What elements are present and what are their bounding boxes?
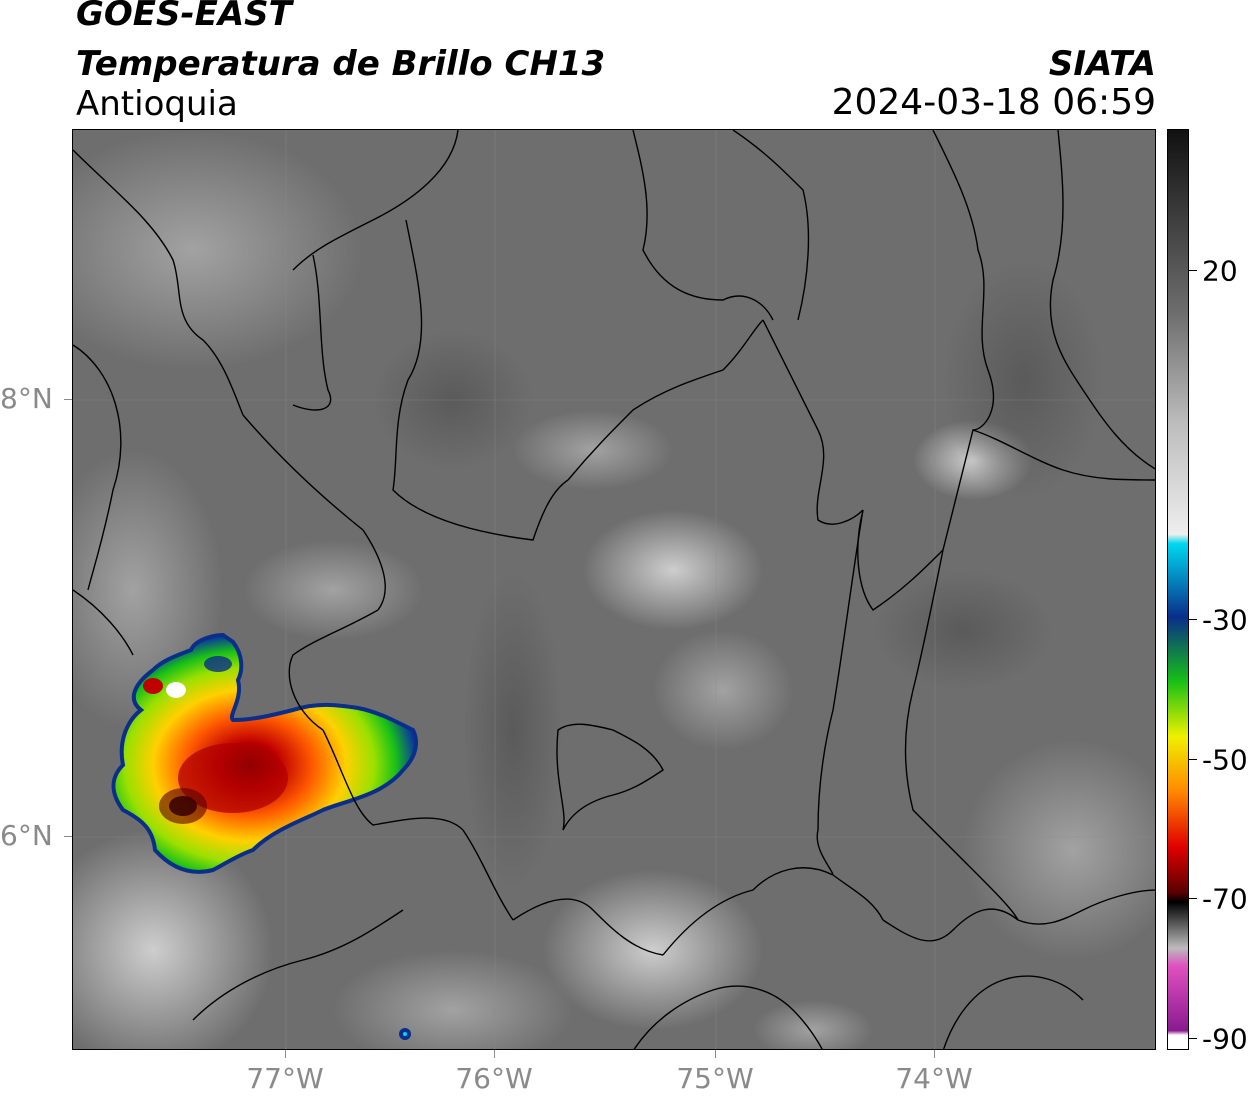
colorbar-label-minus90: -90: [1202, 1022, 1248, 1056]
lon-tick-75w: [715, 1050, 716, 1058]
lon-label-77w: 77°W: [246, 1062, 324, 1095]
lat-label-8n: 8°N: [0, 382, 53, 415]
lon-label-76w: 76°W: [455, 1062, 533, 1095]
lat-label-6n: 6°N: [0, 819, 53, 852]
cloud-texture: [73, 130, 1155, 1049]
boundaries: [73, 130, 1155, 1049]
timestamp-label: 2024-03-18 06:59: [831, 82, 1156, 123]
colorbar-tick-minus70: [1189, 898, 1197, 899]
colorbar-label-minus50: -50: [1202, 743, 1248, 777]
lat-tick-8n: [64, 399, 72, 400]
agency-label: SIATA: [1048, 44, 1156, 84]
lon-label-75w: 75°W: [676, 1062, 754, 1095]
lon-tick-76w: [494, 1050, 495, 1058]
satellite-map: [72, 129, 1156, 1050]
product-title: Temperatura de Brillo CH13: [76, 44, 606, 84]
colorbar-tick-minus90: [1189, 1038, 1197, 1039]
lat-tick-6n: [64, 836, 72, 837]
colorbar-tick-minus50: [1189, 759, 1197, 760]
colorbar-label-minus30: -30: [1202, 603, 1248, 637]
colorbar-tick-minus30: [1189, 619, 1197, 620]
region-title: Antioquia: [76, 84, 238, 124]
colorbar-label-minus70: -70: [1202, 882, 1248, 916]
temperature-colorbar: [1167, 129, 1189, 1050]
lon-label-74w: 74°W: [895, 1062, 973, 1095]
lon-tick-74w: [934, 1050, 935, 1058]
colorbar-tick-20: [1189, 270, 1197, 271]
satellite-title: GOES-EAST: [76, 0, 292, 34]
colorbar-label-20: 20: [1202, 254, 1238, 288]
lon-tick-77w: [285, 1050, 286, 1058]
storm-cloud: [111, 632, 418, 1040]
